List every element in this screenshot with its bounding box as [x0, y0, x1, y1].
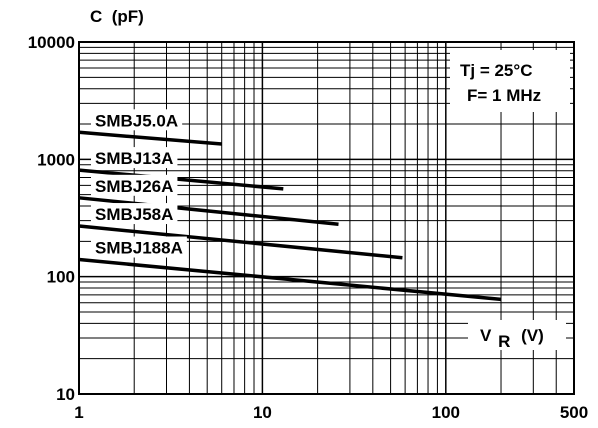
- series-label: SMBJ26A: [95, 177, 173, 196]
- x-axis-title-unit: (V): [521, 326, 544, 345]
- series-label-background: [91, 109, 183, 131]
- y-tick-label: 10: [56, 385, 75, 404]
- series-label-background: [91, 203, 178, 225]
- y-tick-label: 100: [47, 268, 75, 287]
- annotation-box: [450, 50, 570, 112]
- series-label: SMBJ188A: [95, 239, 183, 258]
- series-labels-layer: SMBJ5.0A SMBJ13A SMBJ26A SMBJ58A SMBJ188A: [91, 109, 187, 258]
- plot-frame: [78, 41, 575, 395]
- annotation-frequency: F= 1 MHz: [467, 86, 541, 105]
- series-line: [78, 257, 502, 302]
- series-label: SMBJ5.0A: [95, 111, 178, 130]
- series-label: SMBJ13A: [95, 149, 173, 168]
- series-line: [78, 224, 403, 260]
- annotation-temperature: Tj = 25°C: [460, 61, 532, 80]
- x-tick-label: 1: [74, 403, 83, 422]
- x-axis-title-sub: R: [498, 332, 510, 351]
- x-axis-title: V R (V): [480, 326, 544, 351]
- series-line: [78, 168, 284, 191]
- series-line: [78, 130, 222, 146]
- y-axis-title: C (pF): [90, 7, 144, 26]
- series-label-background: [91, 147, 178, 169]
- series-label-background: [91, 236, 187, 258]
- series-layer: [78, 130, 502, 302]
- x-axis-title-box: [468, 320, 566, 350]
- series-label-background: [91, 174, 178, 196]
- y-tick-label: 10000: [28, 33, 75, 52]
- x-tick-label: 100: [432, 403, 460, 422]
- series-line: [78, 196, 339, 226]
- x-tick-label: 500: [560, 403, 588, 422]
- y-tick-label: 1000: [37, 150, 75, 169]
- series-label: SMBJ58A: [95, 205, 173, 224]
- x-axis-title-main: V: [480, 326, 492, 345]
- x-tick-label: 10: [253, 403, 272, 422]
